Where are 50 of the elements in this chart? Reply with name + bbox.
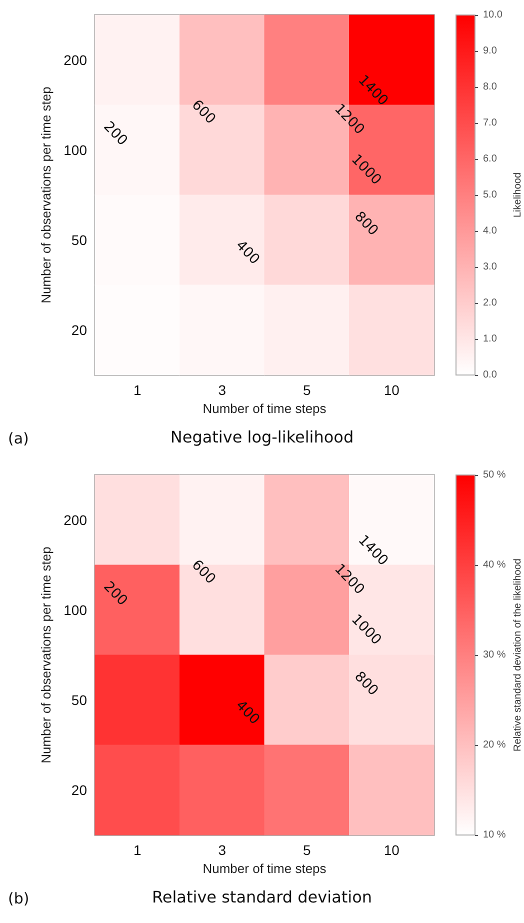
color-bar-label: 0.0	[483, 370, 498, 380]
y-tick-label: 50	[71, 692, 88, 708]
color-bar-label: 8.0	[483, 82, 498, 92]
annotation: 200	[100, 118, 130, 149]
x-tick-label: 3	[218, 382, 226, 398]
color-bar-title: Relative standard deviation of the likelihood	[512, 558, 524, 752]
y-tick-label: 100	[64, 142, 88, 158]
color-bar-label: 4.0	[483, 226, 498, 236]
y-tick-label: 100	[64, 602, 88, 618]
color-bar-label: 2.0	[483, 298, 498, 308]
y-tick-label: 50	[71, 232, 88, 248]
annotation: 800	[351, 668, 382, 699]
y-axis-title: Number of observations per time step	[38, 546, 54, 764]
x-tick-label: 5	[302, 842, 311, 858]
annotation: 600	[188, 557, 219, 588]
x-tick-label: 3	[218, 842, 226, 858]
annotation: 600	[188, 97, 219, 128]
annotation: 400	[232, 697, 263, 728]
x-tick-label: 10	[384, 842, 400, 858]
color-bar-title: Likelihood	[512, 172, 524, 218]
x-axis-title: Number of time steps	[202, 860, 327, 876]
annotation: 800	[351, 208, 382, 239]
text: (b)	[8, 890, 30, 908]
y-tick-label: 20	[71, 322, 88, 338]
text: Relative standard deviation	[152, 888, 372, 906]
color-bar-label: 50 %	[483, 470, 506, 480]
color-bar-label: 6.0	[483, 154, 498, 164]
color-bar-label: 1.0	[483, 334, 498, 344]
y-tick-label: 200	[64, 52, 88, 68]
text: Negative log-likelihood	[170, 428, 354, 446]
color-bar-label: 7.0	[483, 118, 498, 128]
color-bar-label: 40 %	[483, 560, 506, 570]
x-tick-label: 5	[302, 382, 311, 398]
x-tick-label: 1	[133, 842, 142, 858]
color-bar-label: 3.0	[483, 262, 498, 272]
text: (a)	[8, 430, 29, 448]
x-tick-label: 1	[133, 382, 142, 398]
x-axis-title: Number of time steps	[202, 400, 327, 416]
annotation: 400	[232, 237, 263, 268]
y-tick-label: 200	[64, 512, 88, 528]
color-bar-label: 5.0	[483, 190, 498, 200]
color-bar-label: 10 %	[483, 830, 506, 840]
color-bar-label: 9.0	[483, 46, 498, 56]
color-bar-label: 20 %	[483, 740, 506, 750]
color-bar-label: 10.0	[483, 10, 503, 20]
y-tick-label: 20	[71, 782, 88, 798]
annotation: 200	[100, 578, 130, 609]
color-bar-label: 30 %	[483, 650, 506, 660]
y-axis-title: Number of observations per time step	[38, 86, 54, 304]
x-tick-label: 10	[384, 382, 400, 398]
